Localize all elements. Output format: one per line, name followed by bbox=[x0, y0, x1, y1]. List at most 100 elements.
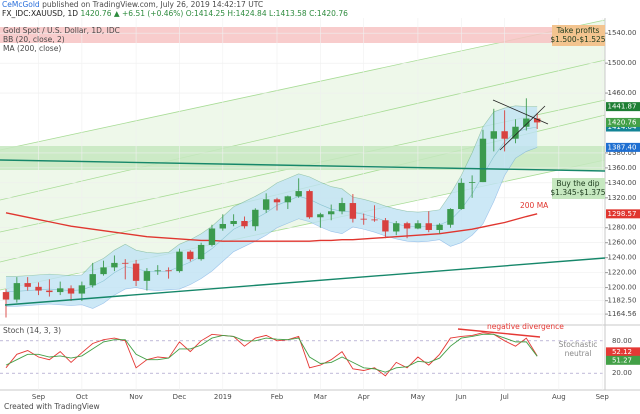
candle-body bbox=[252, 209, 259, 227]
candle-body bbox=[306, 191, 313, 218]
x-tick-label: Apr bbox=[358, 393, 370, 401]
y-tick-label: 1240.00 bbox=[608, 254, 637, 262]
plot-layer bbox=[2, 98, 541, 377]
y-tick-label: 1280.00 bbox=[608, 224, 637, 232]
candle-body bbox=[393, 223, 400, 232]
candle-body bbox=[273, 199, 281, 203]
candle-body bbox=[425, 223, 432, 230]
price-label: 1441.87 bbox=[608, 103, 637, 111]
candle-body bbox=[176, 251, 183, 272]
candle-body bbox=[2, 292, 10, 300]
candle-body bbox=[360, 218, 367, 220]
candle-body bbox=[317, 214, 324, 218]
candle-body bbox=[328, 211, 335, 215]
bb-line bbox=[6, 147, 538, 309]
y-tick-label: 1500.00 bbox=[608, 59, 637, 67]
stoch-line bbox=[5, 332, 538, 377]
candle-body bbox=[284, 196, 292, 203]
bb-fill bbox=[6, 105, 538, 309]
price-label: 1298.57 bbox=[608, 210, 637, 218]
divergence-line bbox=[457, 328, 541, 338]
candle-body bbox=[132, 263, 140, 281]
x-tick-label: Jul bbox=[499, 393, 509, 401]
x-tick-label: Nov bbox=[129, 393, 143, 401]
candle-body bbox=[262, 199, 270, 210]
candle-body bbox=[100, 267, 107, 275]
candle-body bbox=[35, 286, 42, 291]
candle-body bbox=[382, 220, 389, 232]
y-tick-label: 1182.50 bbox=[608, 297, 637, 305]
candle-body bbox=[479, 138, 487, 183]
y-tick-label: 1360.00 bbox=[608, 164, 637, 172]
candle-body bbox=[46, 290, 53, 293]
candle-body bbox=[414, 223, 422, 229]
price-label: 52.12 bbox=[612, 348, 632, 356]
take-profit-zone bbox=[0, 27, 552, 43]
x-tick-label: Aug bbox=[552, 393, 566, 401]
candle-body bbox=[24, 283, 31, 287]
candle-body bbox=[143, 271, 151, 281]
x-tick-label: Dec bbox=[173, 393, 187, 401]
take-profit-box bbox=[552, 25, 605, 46]
candle-body bbox=[208, 228, 216, 245]
y-tick-label: 20.00 bbox=[612, 369, 632, 377]
candle-body bbox=[122, 262, 129, 264]
candle-body bbox=[371, 219, 378, 221]
price-label: 1414.64 bbox=[608, 123, 637, 131]
header: CeMcGold published on TradingView.com, J… bbox=[2, 0, 263, 9]
candle-body bbox=[219, 223, 226, 229]
published: published on TradingView.com, July 26, 2… bbox=[42, 0, 263, 9]
candle-body bbox=[111, 262, 118, 268]
annotation: neutral bbox=[565, 349, 592, 358]
y-tick-label: 1200.00 bbox=[608, 284, 637, 292]
y-tick-label: 1320.00 bbox=[608, 194, 637, 202]
footer: Created with TradingView bbox=[4, 402, 100, 411]
candle-body bbox=[241, 221, 248, 227]
y-tick-label: 1220.00 bbox=[608, 269, 637, 277]
y-tick-label: 1164.56 bbox=[608, 310, 637, 318]
candle-body bbox=[154, 270, 161, 272]
annotation: Buy the dip bbox=[556, 179, 599, 188]
y-tick-label: 1340.00 bbox=[608, 179, 637, 187]
x-tick-label: Jun bbox=[455, 393, 467, 401]
candle-body bbox=[458, 182, 465, 210]
symbol: FX_IDC:XAUUSD, 1D bbox=[2, 9, 78, 18]
price-label-box bbox=[606, 209, 640, 219]
y-tick-label: 1540.00 bbox=[608, 29, 637, 37]
stoch-title: Stoch (14, 3, 3) bbox=[3, 326, 61, 335]
candle-body bbox=[490, 131, 497, 139]
candle-body bbox=[57, 288, 64, 293]
y-tick-label: 1380.00 bbox=[608, 149, 637, 157]
candle-body bbox=[13, 283, 21, 300]
candle-body bbox=[67, 288, 75, 294]
candle-body bbox=[165, 270, 172, 272]
publisher: CeMcGold bbox=[2, 0, 40, 9]
price-label: 1387.40 bbox=[608, 143, 637, 151]
price-label: 1420.76 bbox=[608, 118, 637, 126]
x-tick-label: May bbox=[411, 393, 425, 401]
candle-body bbox=[468, 182, 476, 183]
price-label: 51.27 bbox=[612, 356, 632, 364]
trend-line bbox=[4, 257, 606, 306]
x-tick-label: 2019 bbox=[214, 393, 232, 401]
bb-line bbox=[6, 105, 538, 277]
candle-body bbox=[533, 118, 541, 123]
price-label-box bbox=[606, 355, 640, 365]
annotation: $1.500-$1.525 bbox=[550, 35, 605, 44]
price-label-box bbox=[606, 122, 640, 132]
quote: 1420.76 ▲ +6.51 (+0.46%) O:1414.25 H:142… bbox=[80, 9, 348, 18]
indicator-label: BB (20, close, 2) bbox=[3, 35, 65, 44]
x-tick-label: Sep bbox=[596, 393, 610, 401]
price-label-box bbox=[606, 102, 640, 112]
price-label-box bbox=[606, 117, 640, 127]
y-tick-label: 1260.00 bbox=[608, 239, 637, 247]
candle-body bbox=[501, 131, 508, 139]
candle-body bbox=[349, 203, 357, 219]
ma-line bbox=[5, 212, 538, 242]
candle-body bbox=[197, 244, 205, 260]
annotation: negative divergence bbox=[487, 322, 564, 331]
candle-body bbox=[512, 126, 519, 139]
candle-body bbox=[436, 224, 443, 230]
x-tick-label: Oct bbox=[76, 393, 88, 401]
